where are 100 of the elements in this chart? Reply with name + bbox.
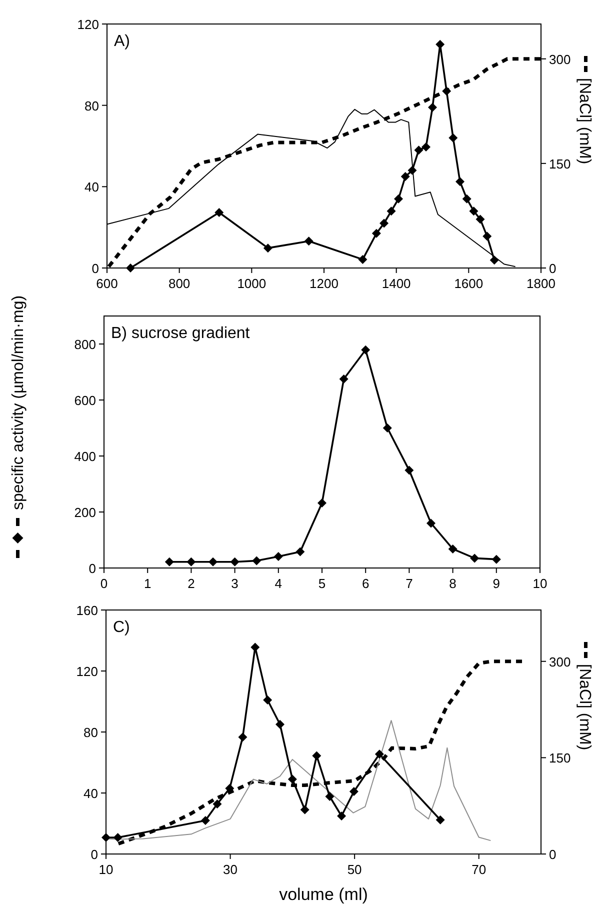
x-tick-label: 4 xyxy=(274,576,282,591)
point xyxy=(113,833,122,842)
x-tick-label: 800 xyxy=(168,276,190,291)
x-tick-label: 1600 xyxy=(454,276,484,291)
point xyxy=(263,695,272,704)
point xyxy=(386,206,396,216)
x-tick-label: 8 xyxy=(449,576,456,591)
text: C) xyxy=(113,619,130,636)
point xyxy=(212,799,222,808)
point xyxy=(337,812,346,821)
point xyxy=(164,557,174,566)
y2-axis-title: [NaCl] (mM) xyxy=(576,78,593,164)
point xyxy=(300,805,310,814)
point xyxy=(476,214,485,224)
x-tick-label: 70 xyxy=(472,862,486,877)
point xyxy=(318,498,326,508)
x-tick-label: 3 xyxy=(231,576,238,591)
x-tick-label: 1000 xyxy=(237,276,266,291)
y-tick-label: 0 xyxy=(88,561,96,576)
y2-tick-label: 150 xyxy=(549,156,571,172)
x-tick-label: 1800 xyxy=(526,276,556,291)
point xyxy=(238,732,248,742)
y-tick-label: 400 xyxy=(74,449,96,464)
point xyxy=(263,244,272,253)
x-axis-title: volume (ml) xyxy=(279,885,368,904)
point xyxy=(470,554,480,563)
y-tick-label: 120 xyxy=(77,17,99,32)
point xyxy=(469,206,478,216)
point xyxy=(102,833,110,842)
point xyxy=(436,815,445,824)
x-tick-label: 1400 xyxy=(382,276,411,291)
point xyxy=(339,374,348,384)
y2-tick-label: 0 xyxy=(549,847,556,862)
point xyxy=(186,557,196,566)
y2-tick-label: 150 xyxy=(549,750,571,766)
point xyxy=(455,177,464,186)
point xyxy=(482,232,492,241)
point xyxy=(428,102,437,112)
point xyxy=(372,228,381,238)
point xyxy=(492,554,501,564)
y-tick-label: 600 xyxy=(74,393,96,408)
point xyxy=(274,552,283,562)
point xyxy=(380,218,389,228)
x-tick-label: 2 xyxy=(188,576,195,591)
y2-tick-label: 0 xyxy=(549,261,556,276)
y-tick-label: 160 xyxy=(76,603,98,618)
text: A) xyxy=(114,33,130,50)
point xyxy=(490,256,499,265)
y-tick-label: 80 xyxy=(84,725,98,740)
point xyxy=(349,786,358,796)
point xyxy=(408,166,417,175)
point xyxy=(426,518,436,528)
x-tick-label: 50 xyxy=(347,862,362,877)
point xyxy=(400,172,410,181)
point xyxy=(442,86,452,96)
point xyxy=(325,792,334,802)
x-tick-label: 9 xyxy=(492,576,500,591)
y2-tick-label: 300 xyxy=(549,52,571,67)
point xyxy=(230,557,240,566)
point xyxy=(296,547,305,556)
text: B) sucrose gradient xyxy=(111,325,250,342)
x-tick-label: 7 xyxy=(406,576,413,591)
point xyxy=(394,194,404,204)
point xyxy=(436,40,445,49)
point xyxy=(358,254,368,264)
x-tick-label: 10 xyxy=(532,576,548,591)
point xyxy=(448,133,458,142)
point xyxy=(276,720,284,729)
point xyxy=(200,816,210,825)
point xyxy=(374,750,384,759)
point xyxy=(448,544,458,554)
y-tick-label: 800 xyxy=(74,337,96,352)
point xyxy=(382,424,392,432)
point xyxy=(462,194,472,204)
y-tick-label: 0 xyxy=(92,261,99,276)
y-tick-label: 80 xyxy=(84,98,99,114)
x-tick-label: 1 xyxy=(144,576,152,591)
point xyxy=(208,557,218,566)
y-tick-label: 200 xyxy=(74,505,96,520)
x-tick-label: 1200 xyxy=(310,276,338,291)
point xyxy=(214,208,224,217)
y2-tick-label: 300 xyxy=(549,654,571,670)
y2-axis-title: [NaCl] (mM) xyxy=(576,664,593,750)
point xyxy=(312,751,322,760)
y-tick-label: 120 xyxy=(76,664,98,679)
y-tick-label: 40 xyxy=(84,180,99,195)
point xyxy=(404,466,414,475)
x-tick-label: 5 xyxy=(318,576,326,591)
x-tick-label: 10 xyxy=(98,862,114,877)
point xyxy=(252,556,262,566)
y-tick-label: 40 xyxy=(84,786,98,801)
y-axis-title: specific activity (µmol/min·mg) xyxy=(10,295,27,510)
point xyxy=(126,264,136,272)
point xyxy=(288,774,297,784)
x-tick-label: 6 xyxy=(362,576,370,591)
point xyxy=(421,142,430,152)
point xyxy=(414,146,424,155)
y-tick-label: 0 xyxy=(90,847,98,862)
point xyxy=(361,345,370,354)
point xyxy=(304,236,314,246)
